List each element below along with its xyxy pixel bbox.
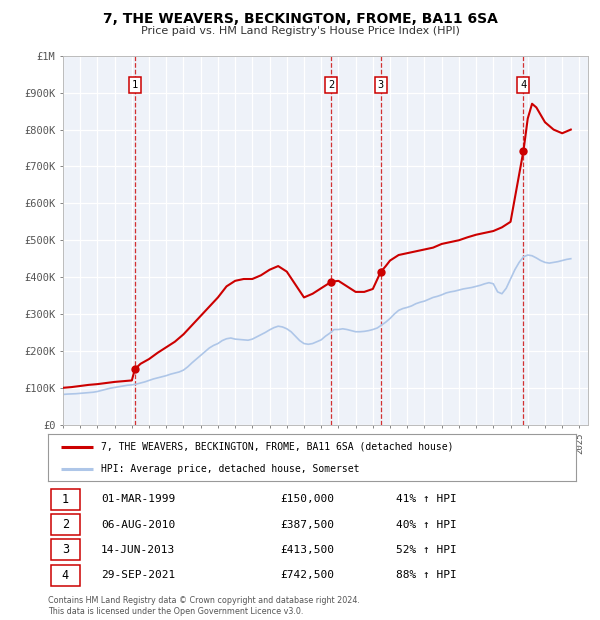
Text: 06-AUG-2010: 06-AUG-2010: [101, 520, 175, 529]
Text: 88% ↑ HPI: 88% ↑ HPI: [397, 570, 457, 580]
Text: 4: 4: [520, 81, 527, 91]
Text: Contains HM Land Registry data © Crown copyright and database right 2024.
This d: Contains HM Land Registry data © Crown c…: [48, 596, 360, 616]
Text: £387,500: £387,500: [280, 520, 334, 529]
Text: Price paid vs. HM Land Registry's House Price Index (HPI): Price paid vs. HM Land Registry's House …: [140, 26, 460, 36]
Text: 7, THE WEAVERS, BECKINGTON, FROME, BA11 6SA (detached house): 7, THE WEAVERS, BECKINGTON, FROME, BA11 …: [101, 441, 454, 451]
FancyBboxPatch shape: [50, 565, 80, 586]
Text: 3: 3: [377, 81, 384, 91]
Text: £742,500: £742,500: [280, 570, 334, 580]
Text: 40% ↑ HPI: 40% ↑ HPI: [397, 520, 457, 529]
Text: 7, THE WEAVERS, BECKINGTON, FROME, BA11 6SA: 7, THE WEAVERS, BECKINGTON, FROME, BA11 …: [103, 12, 497, 27]
FancyBboxPatch shape: [50, 489, 80, 510]
Text: £150,000: £150,000: [280, 494, 334, 504]
Text: 52% ↑ HPI: 52% ↑ HPI: [397, 545, 457, 555]
Text: 01-MAR-1999: 01-MAR-1999: [101, 494, 175, 504]
Text: 41% ↑ HPI: 41% ↑ HPI: [397, 494, 457, 504]
Text: 14-JUN-2013: 14-JUN-2013: [101, 545, 175, 555]
Text: 1: 1: [62, 493, 69, 506]
FancyBboxPatch shape: [50, 514, 80, 535]
Text: 29-SEP-2021: 29-SEP-2021: [101, 570, 175, 580]
Text: 4: 4: [62, 569, 69, 582]
Text: 2: 2: [328, 81, 334, 91]
Text: £413,500: £413,500: [280, 545, 334, 555]
Text: 3: 3: [62, 544, 69, 556]
Text: 1: 1: [131, 81, 138, 91]
Text: HPI: Average price, detached house, Somerset: HPI: Average price, detached house, Some…: [101, 464, 359, 474]
FancyBboxPatch shape: [50, 539, 80, 560]
Text: 2: 2: [62, 518, 69, 531]
